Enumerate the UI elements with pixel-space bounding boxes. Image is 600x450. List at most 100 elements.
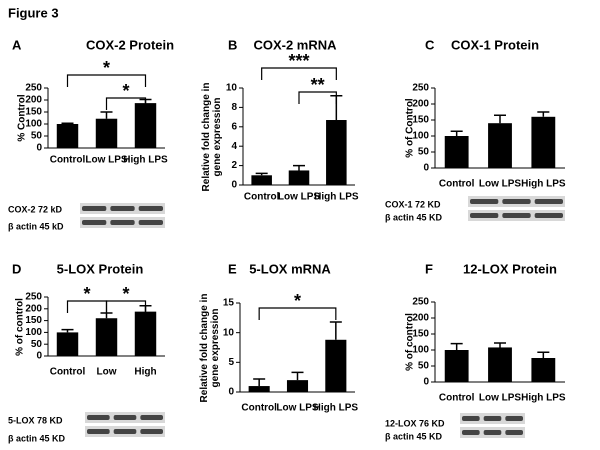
y-tick-label: 100 xyxy=(25,119,42,130)
y-tick-label: 50 xyxy=(31,131,43,142)
x-tick-label: Low xyxy=(97,367,117,378)
error-bar xyxy=(61,328,74,333)
significance-label: ** xyxy=(311,75,325,95)
y-axis-label: % of control xyxy=(404,313,416,371)
x-tick-label: Low LPS xyxy=(85,155,128,166)
error-bar xyxy=(494,114,506,124)
y-tick-label: 0 xyxy=(228,387,234,398)
panel-title: COX-1 Protein xyxy=(451,37,539,52)
blot-band xyxy=(470,213,499,218)
y-axis-label: % of control xyxy=(14,297,26,356)
y-tick-label: 250 xyxy=(25,83,42,94)
blot-band xyxy=(140,415,163,420)
significance-label: * xyxy=(103,58,110,78)
bar xyxy=(288,170,310,185)
bar xyxy=(444,136,469,168)
blot-band xyxy=(462,416,480,421)
x-tick-label: Control xyxy=(439,179,475,190)
bar xyxy=(56,124,79,148)
blot-band xyxy=(502,213,531,218)
blot-band xyxy=(534,199,563,204)
y-tick-label: 250 xyxy=(25,292,42,303)
panel-letter: C xyxy=(425,37,435,52)
x-tick-label: Control xyxy=(50,155,86,166)
y-tick-label: 200 xyxy=(25,95,42,106)
x-tick-label: Low LPS xyxy=(278,192,321,203)
y-axis-label: Relative fold change in gene expression xyxy=(201,82,223,191)
error-bar xyxy=(537,351,550,358)
x-tick-label: Control xyxy=(241,403,277,414)
blot-label: β actin 45 KD xyxy=(8,433,66,443)
y-tick-label: 6 xyxy=(231,121,237,132)
error-bar xyxy=(329,321,342,340)
y-tick-label: 100 xyxy=(25,327,42,338)
panel-title: COX-2 Protein xyxy=(86,37,174,52)
error-bar xyxy=(450,130,463,136)
error-bar xyxy=(494,342,506,348)
y-tick-label: 4 xyxy=(231,141,237,152)
significance-label: * xyxy=(83,284,90,304)
bar xyxy=(134,103,157,148)
blot-band xyxy=(470,199,499,204)
blot-band xyxy=(534,213,563,218)
blot-label: β actin 45 KD xyxy=(385,431,443,441)
blot-label: 12-LOX 76 KD xyxy=(385,418,445,428)
blot-band xyxy=(113,429,137,434)
x-tick-label: High LPS xyxy=(521,393,566,404)
bar xyxy=(488,347,512,382)
error-bar xyxy=(255,172,268,176)
significance-bracket xyxy=(105,97,147,110)
bar xyxy=(531,358,556,382)
error-bar xyxy=(100,111,113,119)
y-tick-label: 0 xyxy=(423,163,429,174)
x-tick-label: Low LPS xyxy=(479,179,522,190)
bar xyxy=(134,311,157,356)
blot-label: COX-2 72 kD xyxy=(8,204,63,214)
x-tick-label: High LPS xyxy=(314,403,359,414)
error-bar xyxy=(253,378,266,387)
x-tick-label: High LPS xyxy=(521,179,566,190)
y-tick-label: 250 xyxy=(412,297,429,308)
y-tick-label: 50 xyxy=(31,339,43,350)
significance-label: * xyxy=(294,291,301,311)
x-tick-label: High LPS xyxy=(314,192,359,203)
y-tick-label: 50 xyxy=(418,361,430,372)
y-tick-label: 50 xyxy=(418,147,430,158)
blot-band xyxy=(113,415,137,420)
panel-title: 5-LOX mRNA xyxy=(249,261,331,276)
blot-band xyxy=(82,220,107,225)
x-tick-label: Control xyxy=(50,367,86,378)
panel-letter: D xyxy=(12,261,21,276)
bar xyxy=(326,120,347,185)
y-tick-label: 10 xyxy=(226,83,238,94)
blot-band xyxy=(87,415,110,420)
significance-bracket xyxy=(66,74,147,87)
blot-label: 5-LOX 78 KD xyxy=(8,415,63,425)
panel-title: COX-2 mRNA xyxy=(253,37,337,52)
y-tick-label: 8 xyxy=(231,102,237,113)
blot-label: COX-1 72 KD xyxy=(385,199,441,209)
y-tick-label: 150 xyxy=(25,315,42,326)
significance-bracket xyxy=(298,91,337,104)
x-tick-label: Control xyxy=(439,393,475,404)
x-tick-label: Control xyxy=(244,192,280,203)
blot-band xyxy=(483,416,502,421)
bar xyxy=(286,380,309,392)
y-axis-label: % Control xyxy=(16,94,28,142)
blot-band xyxy=(138,206,163,211)
figure-title: Figure 3 xyxy=(8,5,59,20)
blot-band xyxy=(505,416,523,421)
y-tick-label: 100 xyxy=(412,345,429,356)
blot-band xyxy=(505,430,523,435)
significance-label: * xyxy=(122,284,129,304)
bar xyxy=(56,332,79,356)
error-bar xyxy=(450,342,463,350)
y-axis-label: Relative fold change in gene expression xyxy=(199,293,221,402)
significance-bracket xyxy=(105,300,147,313)
panel-title: 5-LOX Protein xyxy=(57,261,144,276)
panel-letter: A xyxy=(12,37,22,52)
significance-label: * xyxy=(122,81,129,101)
panel-letter: F xyxy=(425,261,433,276)
bar xyxy=(444,350,469,382)
